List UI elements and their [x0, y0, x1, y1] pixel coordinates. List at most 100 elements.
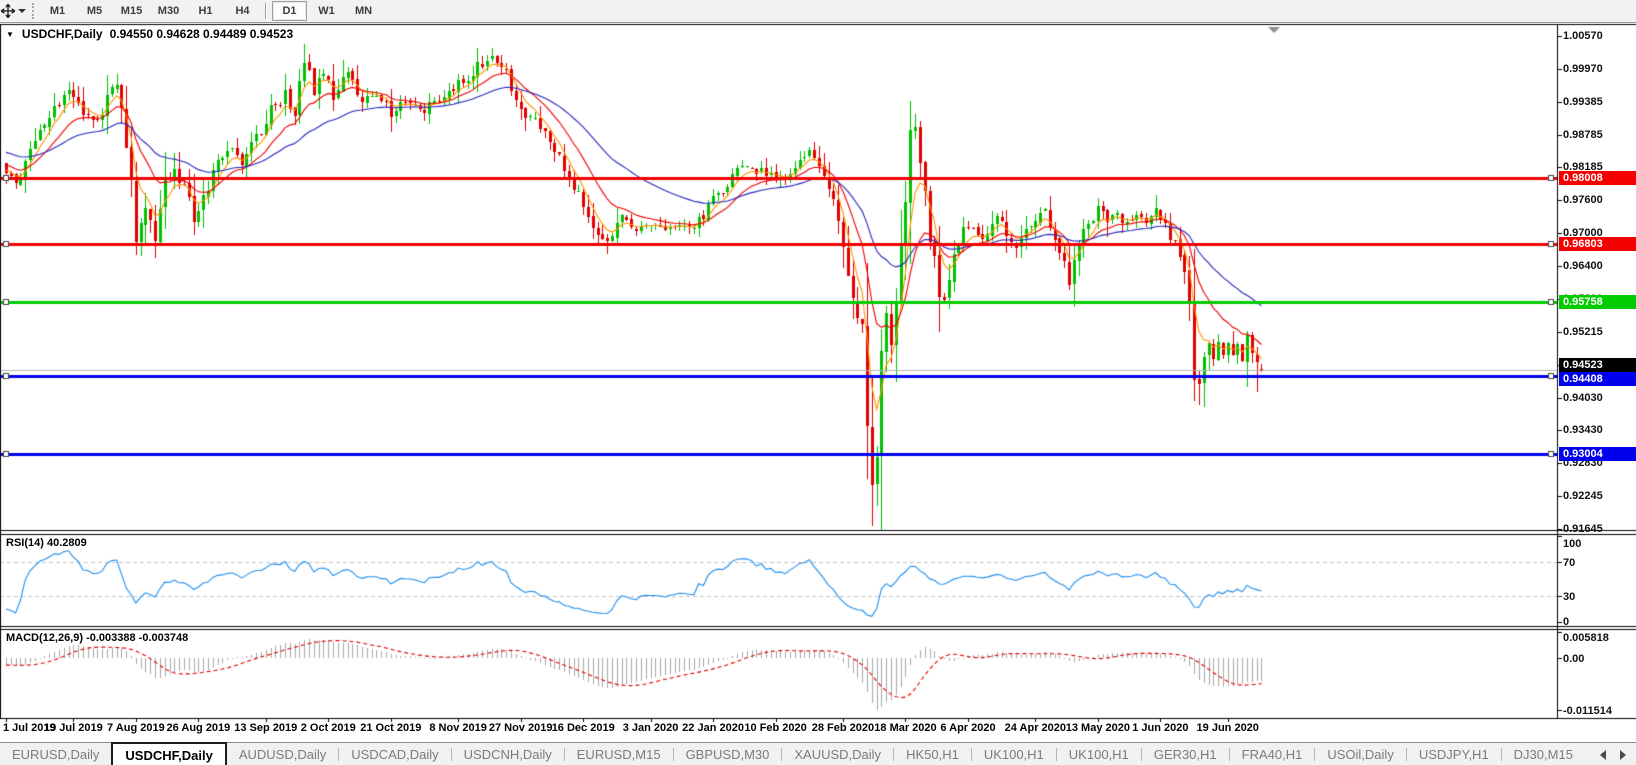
tab-separator: [781, 748, 783, 761]
date-axis-label: 24 Apr 2020: [1004, 722, 1067, 734]
tab-xauusd-daily[interactable]: XAUUSD,Daily: [794, 747, 882, 762]
price-axis-tick: 0.91645: [1563, 523, 1603, 535]
date-axis-label: 27 Nov 2019: [488, 722, 553, 734]
collapse-triangle-icon[interactable]: ▼: [6, 29, 14, 39]
timeframe-buttons: M1 M5 M15 M30 H1 H4 D1 W1 MN: [39, 1, 382, 21]
date-axis-label: 1 Jun 2020: [1132, 722, 1189, 734]
price-axis-tick: 0.98785: [1563, 128, 1603, 141]
tab-hk50-h1[interactable]: HK50,H1: [906, 747, 959, 762]
tab-separator: [1500, 748, 1502, 761]
timeframe-button-mn[interactable]: MN: [354, 5, 373, 17]
timeframe-toolbar: M1 M5 M15 M30 H1 H4 D1 W1 MN: [0, 0, 1636, 23]
date-axis-label: 22 Jan 2020: [682, 722, 744, 734]
price-axis-tick: 0.99970: [1563, 62, 1603, 75]
macd-axis-tick: 0.005818: [1563, 632, 1609, 644]
price-axis-tick: 1.00570: [1563, 30, 1603, 42]
price-line-badge: 0.95758: [1559, 294, 1636, 309]
rsi-axis-tick: 0: [1563, 616, 1570, 628]
date-axis-label: 7 Aug 2019: [107, 722, 165, 734]
price-line-badge: 0.94408: [1559, 372, 1636, 387]
price-axis-tick: 0.92245: [1563, 490, 1603, 503]
date-axis-label: 16 Dec 2019: [551, 722, 615, 734]
tab-separator: [450, 748, 452, 761]
price-axis-tick: 0.97600: [1563, 194, 1603, 207]
tab-audusd-daily[interactable]: AUDUSD,Daily: [238, 747, 327, 762]
tab-separator: [1228, 748, 1230, 761]
price-line-badge: 0.96803: [1559, 237, 1636, 252]
price-axis-tick: 0.94030: [1563, 391, 1603, 404]
chart-symbol-label: USDCHF,Daily: [21, 27, 103, 41]
tab-separator: [1405, 748, 1407, 761]
tab-separator: [563, 748, 565, 761]
date-axis-label: 1 Jul 2019: [3, 722, 56, 734]
date-axis-label: 13 May 2020: [1065, 722, 1130, 734]
tab-uk100-h1[interactable]: UK100,H1: [1068, 747, 1129, 762]
chart-ohlc-values: 0.94550 0.94628 0.94489 0.94523: [109, 27, 294, 41]
timeframe-button-h4[interactable]: H4: [235, 5, 250, 17]
timeframe-button-h1[interactable]: H1: [198, 5, 213, 17]
date-axis-label: 6 Apr 2020: [940, 722, 996, 734]
tab-scroll-right-icon[interactable]: [1620, 749, 1626, 760]
rsi-axis-tick: 70: [1563, 556, 1576, 569]
timeframe-button-m15[interactable]: M15: [120, 5, 143, 17]
tab-separator: [893, 748, 895, 761]
tab-scroll-left-icon[interactable]: [1600, 749, 1606, 760]
price-line-badge: 0.93004: [1559, 446, 1636, 461]
tab-separator: [338, 748, 340, 761]
date-axis-label: 18 Mar 2020: [874, 722, 937, 734]
tab-dj30-m15[interactable]: DJ30,M15: [1513, 747, 1573, 762]
price-chart-canvas[interactable]: [0, 23, 1636, 742]
date-axis-label: 13 Sep 2019: [234, 722, 298, 734]
price-axis-tick: 0.99385: [1563, 95, 1603, 108]
crosshair-cursor-icon[interactable]: [0, 0, 28, 22]
timeframe-button-m5[interactable]: M5: [86, 5, 103, 17]
tab-usdcnh-daily[interactable]: USDCNH,Daily: [463, 747, 552, 762]
date-axis-label: 8 Nov 2019: [429, 722, 487, 734]
chevron-down-icon[interactable]: [18, 9, 26, 13]
tab-separator: [672, 748, 674, 761]
date-axis-label: 10 Feb 2020: [744, 722, 807, 734]
price-line-badge: 0.98008: [1559, 170, 1636, 185]
tab-usoil-daily[interactable]: USOil,Daily: [1327, 747, 1394, 762]
date-axis-label: 3 Jan 2020: [622, 722, 679, 734]
date-axis-label: 2 Oct 2019: [300, 722, 356, 734]
price-axis-tick: 0.93430: [1563, 424, 1603, 437]
macd-indicator-label: MACD(12,26,9) -0.003388 -0.003748: [6, 632, 189, 644]
date-axis-label: 19 Jun 2020: [1196, 722, 1259, 734]
timeframe-button-m30[interactable]: M30: [157, 5, 180, 17]
tab-fra40-h1[interactable]: FRA40,H1: [1241, 747, 1303, 762]
toolbar-grip: [32, 3, 34, 19]
tab-usdjpy-h1[interactable]: USDJPY,H1: [1418, 747, 1489, 762]
price-axis-tick: 0.96400: [1563, 260, 1603, 273]
tab-ger30-h1[interactable]: GER30,H1: [1153, 747, 1217, 762]
price-axis-tick: 0.97000: [1563, 227, 1603, 240]
tab-uk100-h1[interactable]: UK100,H1: [983, 747, 1044, 762]
chart-title: ▼ USDCHF,Daily 0.94550 0.94628 0.94489 0…: [6, 27, 293, 41]
macd-axis-tick: -0.011514: [1563, 704, 1612, 717]
price-axis-tick: 0.98185: [1563, 161, 1603, 174]
tab-usdchf-daily[interactable]: USDCHF,Daily: [111, 742, 227, 765]
tab-usdcad-daily[interactable]: USDCAD,Daily: [351, 747, 439, 762]
date-axis-label: 28 Feb 2020: [811, 722, 875, 734]
tab-gbpusd-m30[interactable]: GBPUSD,M30: [685, 747, 770, 762]
price-axis-tick: 0.95215: [1563, 325, 1603, 338]
rsi-indicator-label: RSI(14) 40.2809: [6, 537, 87, 549]
date-axis-label: 19 Jul 2019: [43, 722, 103, 734]
rsi-axis-tick: 100: [1563, 538, 1582, 550]
rsi-axis-tick: 30: [1563, 591, 1576, 604]
tab-separator: [1314, 748, 1316, 761]
timeframe-button-m1[interactable]: M1: [49, 5, 66, 17]
timeframe-button-w1[interactable]: W1: [318, 5, 335, 17]
chart-tab-bar: EURUSD,Daily USDCHF,Daily AUDUSD,Daily USDC…: [0, 742, 1636, 765]
tab-separator: [1140, 748, 1142, 761]
macd-axis-tick: 0.00: [1563, 653, 1585, 665]
chart-area: ▼ USDCHF,Daily 0.94550 0.94628 0.94489 0…: [0, 23, 1636, 742]
date-axis-label: 26 Aug 2019: [166, 722, 231, 734]
timeframe-button-d1[interactable]: D1: [272, 1, 307, 21]
tab-eurusd-m15[interactable]: EURUSD,M15: [576, 747, 661, 762]
tab-separator: [970, 748, 972, 761]
tab-separator: [1055, 748, 1057, 761]
tab-eurusd-daily[interactable]: EURUSD,Daily: [12, 747, 100, 762]
toolbar-separator: [265, 3, 267, 19]
